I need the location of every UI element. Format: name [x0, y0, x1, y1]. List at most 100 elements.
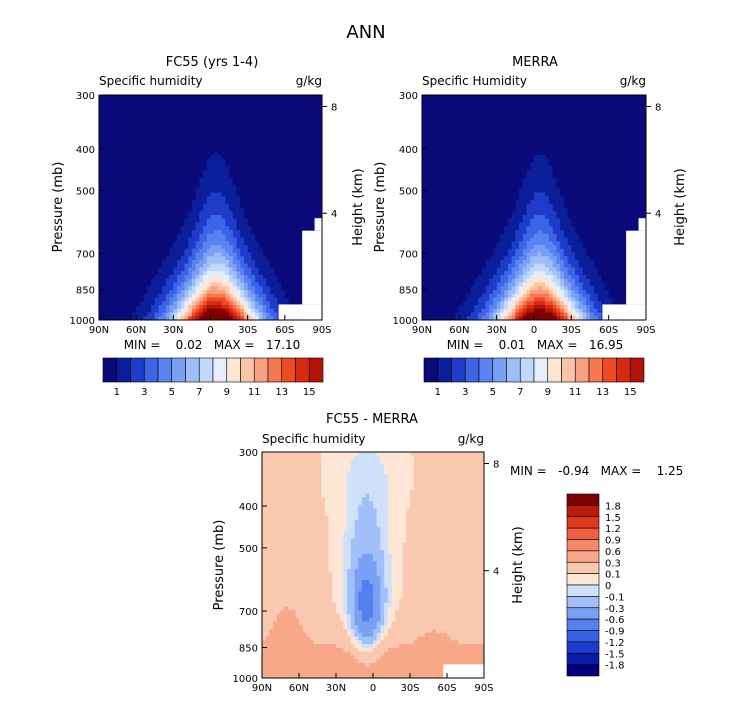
contour-cell [444, 312, 449, 317]
contour-cell [295, 181, 301, 186]
contour-cell [273, 132, 278, 137]
contour-cell [485, 267, 490, 272]
contour-cell [139, 245, 144, 250]
contour-cell [102, 260, 107, 265]
contour-cell [113, 278, 118, 283]
contour-cell [281, 301, 286, 306]
contour-cell [492, 241, 498, 246]
contour-cell [184, 106, 189, 111]
contour-cell [229, 200, 234, 205]
contour-cell [143, 170, 148, 175]
contour-cell [485, 110, 490, 115]
contour-cell [106, 312, 111, 317]
contour-cell [496, 305, 501, 310]
contour-cell [125, 211, 130, 216]
contour-cell [217, 173, 223, 178]
contour-cell [232, 293, 237, 298]
contour-cell [102, 241, 107, 246]
contour-cell [132, 117, 137, 122]
contour-cell [478, 192, 483, 197]
contour-cell [225, 301, 230, 306]
contour-cell [229, 207, 234, 212]
contour-cell [295, 230, 301, 235]
contour-cell [128, 248, 133, 253]
contour-cell [247, 211, 252, 216]
contour-cell [221, 95, 226, 100]
contour-cell [162, 117, 167, 122]
contour-cell [470, 245, 475, 250]
contour-cell [307, 170, 312, 175]
contour-cell [225, 121, 230, 126]
contour-cell [433, 113, 438, 118]
contour-cell [489, 192, 494, 197]
contour-cell [162, 237, 167, 242]
contour-cell [269, 136, 275, 141]
contour-cell [217, 256, 223, 261]
contour-cell [147, 271, 152, 276]
contour-cell [277, 237, 282, 242]
contour-cell [496, 140, 501, 145]
contour-cell [236, 286, 241, 291]
contour-cell [251, 136, 256, 141]
contour-cell [292, 136, 297, 141]
contour-cell [121, 196, 126, 201]
contour-cell [217, 121, 223, 126]
contour-cell [310, 121, 315, 126]
contour-cell [266, 241, 271, 246]
contour-cell [489, 267, 494, 272]
contour-cell [191, 128, 197, 133]
contour-cell [422, 278, 427, 283]
contour-cell [262, 147, 267, 152]
contour-cell [440, 226, 445, 231]
panel-subtitle-left: Specific humidity [99, 74, 203, 88]
contour-cell [277, 110, 282, 115]
contour-cell [485, 256, 490, 261]
contour-cell [143, 185, 148, 190]
contour-cell [158, 192, 163, 197]
contour-cell [492, 297, 498, 302]
contour-cell [451, 98, 456, 103]
y-tick-label: 700 [76, 249, 95, 260]
contour-cell [433, 301, 438, 306]
contour-cell [284, 271, 289, 276]
contour-cell [251, 128, 256, 133]
contour-cell [440, 125, 445, 130]
contour-cell [132, 308, 137, 313]
contour-cell [440, 170, 445, 175]
contour-cell [485, 218, 490, 223]
contour-cell [292, 162, 297, 167]
contour-cell [474, 166, 479, 171]
contour-cell [474, 260, 479, 265]
contour-cell [273, 263, 278, 268]
contour-cell [102, 113, 107, 118]
contour-cell [422, 110, 427, 115]
contour-cell [425, 207, 430, 212]
contour-cell [162, 263, 167, 268]
contour-cell [303, 102, 308, 107]
contour-cell [459, 275, 464, 280]
contour-cell [128, 207, 133, 212]
contour-cell [125, 200, 130, 205]
contour-cell [262, 158, 267, 163]
contour-cell [258, 282, 263, 287]
contour-cell [195, 305, 200, 310]
contour-cell [307, 181, 312, 186]
contour-cell [478, 301, 483, 306]
contour-cell [281, 151, 286, 156]
contour-cell [128, 256, 133, 261]
contour-cell [251, 125, 256, 130]
contour-cell [444, 158, 449, 163]
contour-cell [217, 177, 223, 182]
contour-cell [251, 301, 256, 306]
contour-cell [99, 147, 104, 152]
contour-cell [422, 207, 427, 212]
contour-cell [478, 117, 483, 122]
contour-cell [281, 196, 286, 201]
contour-cell [221, 252, 226, 257]
contour-cell [463, 297, 468, 302]
contour-cell [125, 218, 130, 223]
contour-cell [314, 136, 319, 141]
contour-cell [117, 102, 122, 107]
contour-cell [433, 121, 438, 126]
contour-cell [199, 218, 204, 223]
